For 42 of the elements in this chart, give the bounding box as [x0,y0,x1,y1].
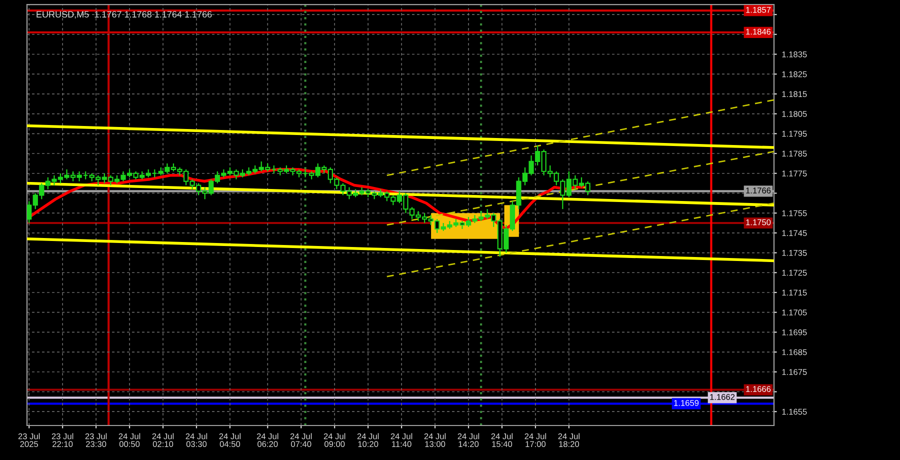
x-tick-label: 24 Jul 06:20 [256,433,278,448]
y-tick-label: 1.1775 [782,170,807,176]
y-tick-label: 1.1745 [782,230,807,236]
y-tick-label: 1.1695 [782,329,807,336]
y-tick-label: 1.1785 [782,150,807,157]
y-tick-label: 1.1815 [782,91,807,98]
x-tick-label: 24 Jul 04:50 [219,433,241,448]
x-tick-label: 24 Jul 02:10 [152,433,174,448]
x-tick-label: 23 Jul 23:30 [85,433,107,448]
ref-line-label: 1.1857 [746,6,771,13]
y-tick-label: 1.1755 [782,210,807,216]
text: EURUSD,M5 1.1767 1.1768 1.1764 1.1766 [36,11,212,19]
x-tick-label: 24 Jul 15:40 [491,433,513,448]
x-tick-label: 24 Jul 07:40 [290,433,312,448]
x-tick-label: 24 Jul 03:30 [186,433,208,448]
x-tick-label: 24 Jul 10:20 [357,433,379,448]
x-tick-label: 23 Jul 2025 [18,433,40,448]
y-tick-label: 1.1795 [782,130,807,137]
y-tick-label: 1.1685 [782,349,807,356]
y-tick-label: 1.1655 [782,408,807,415]
x-tick-label: 24 Jul 17:00 [524,433,546,448]
x-tick-label: 24 Jul 13:00 [424,433,446,448]
ref-line-label: 1.1662 [710,394,735,400]
y-tick-label: 1.1705 [782,310,807,316]
y-tick-label: 1.1735 [782,250,807,256]
ref-line-label: 1.1846 [746,28,771,35]
x-tick-label: 24 Jul 11:40 [390,433,412,448]
x-tick-label: 24 Jul 09:00 [324,433,346,448]
y-tick-label: 1.1725 [782,270,807,276]
y-tick-label: 1.1715 [782,290,807,296]
x-tick-label: 24 Jul 18:20 [558,433,580,448]
ref-line-label: 1.1766 [746,188,771,194]
y-tick-label: 1.1835 [782,51,807,58]
x-tick-label: 23 Jul 22:10 [52,433,74,448]
y-tick-label: 1.1805 [782,110,807,117]
y-tick-label: 1.1675 [782,369,807,375]
ref-line-label: 1.1666 [746,386,771,392]
ref-line-label: 1.1750 [746,219,771,226]
x-tick-label: 24 Jul 14:20 [458,433,480,448]
ref-line-label: 1.1659 [674,400,699,406]
y-tick-label: 1.1825 [782,71,807,78]
x-tick-label: 24 Jul 00:50 [118,433,140,448]
